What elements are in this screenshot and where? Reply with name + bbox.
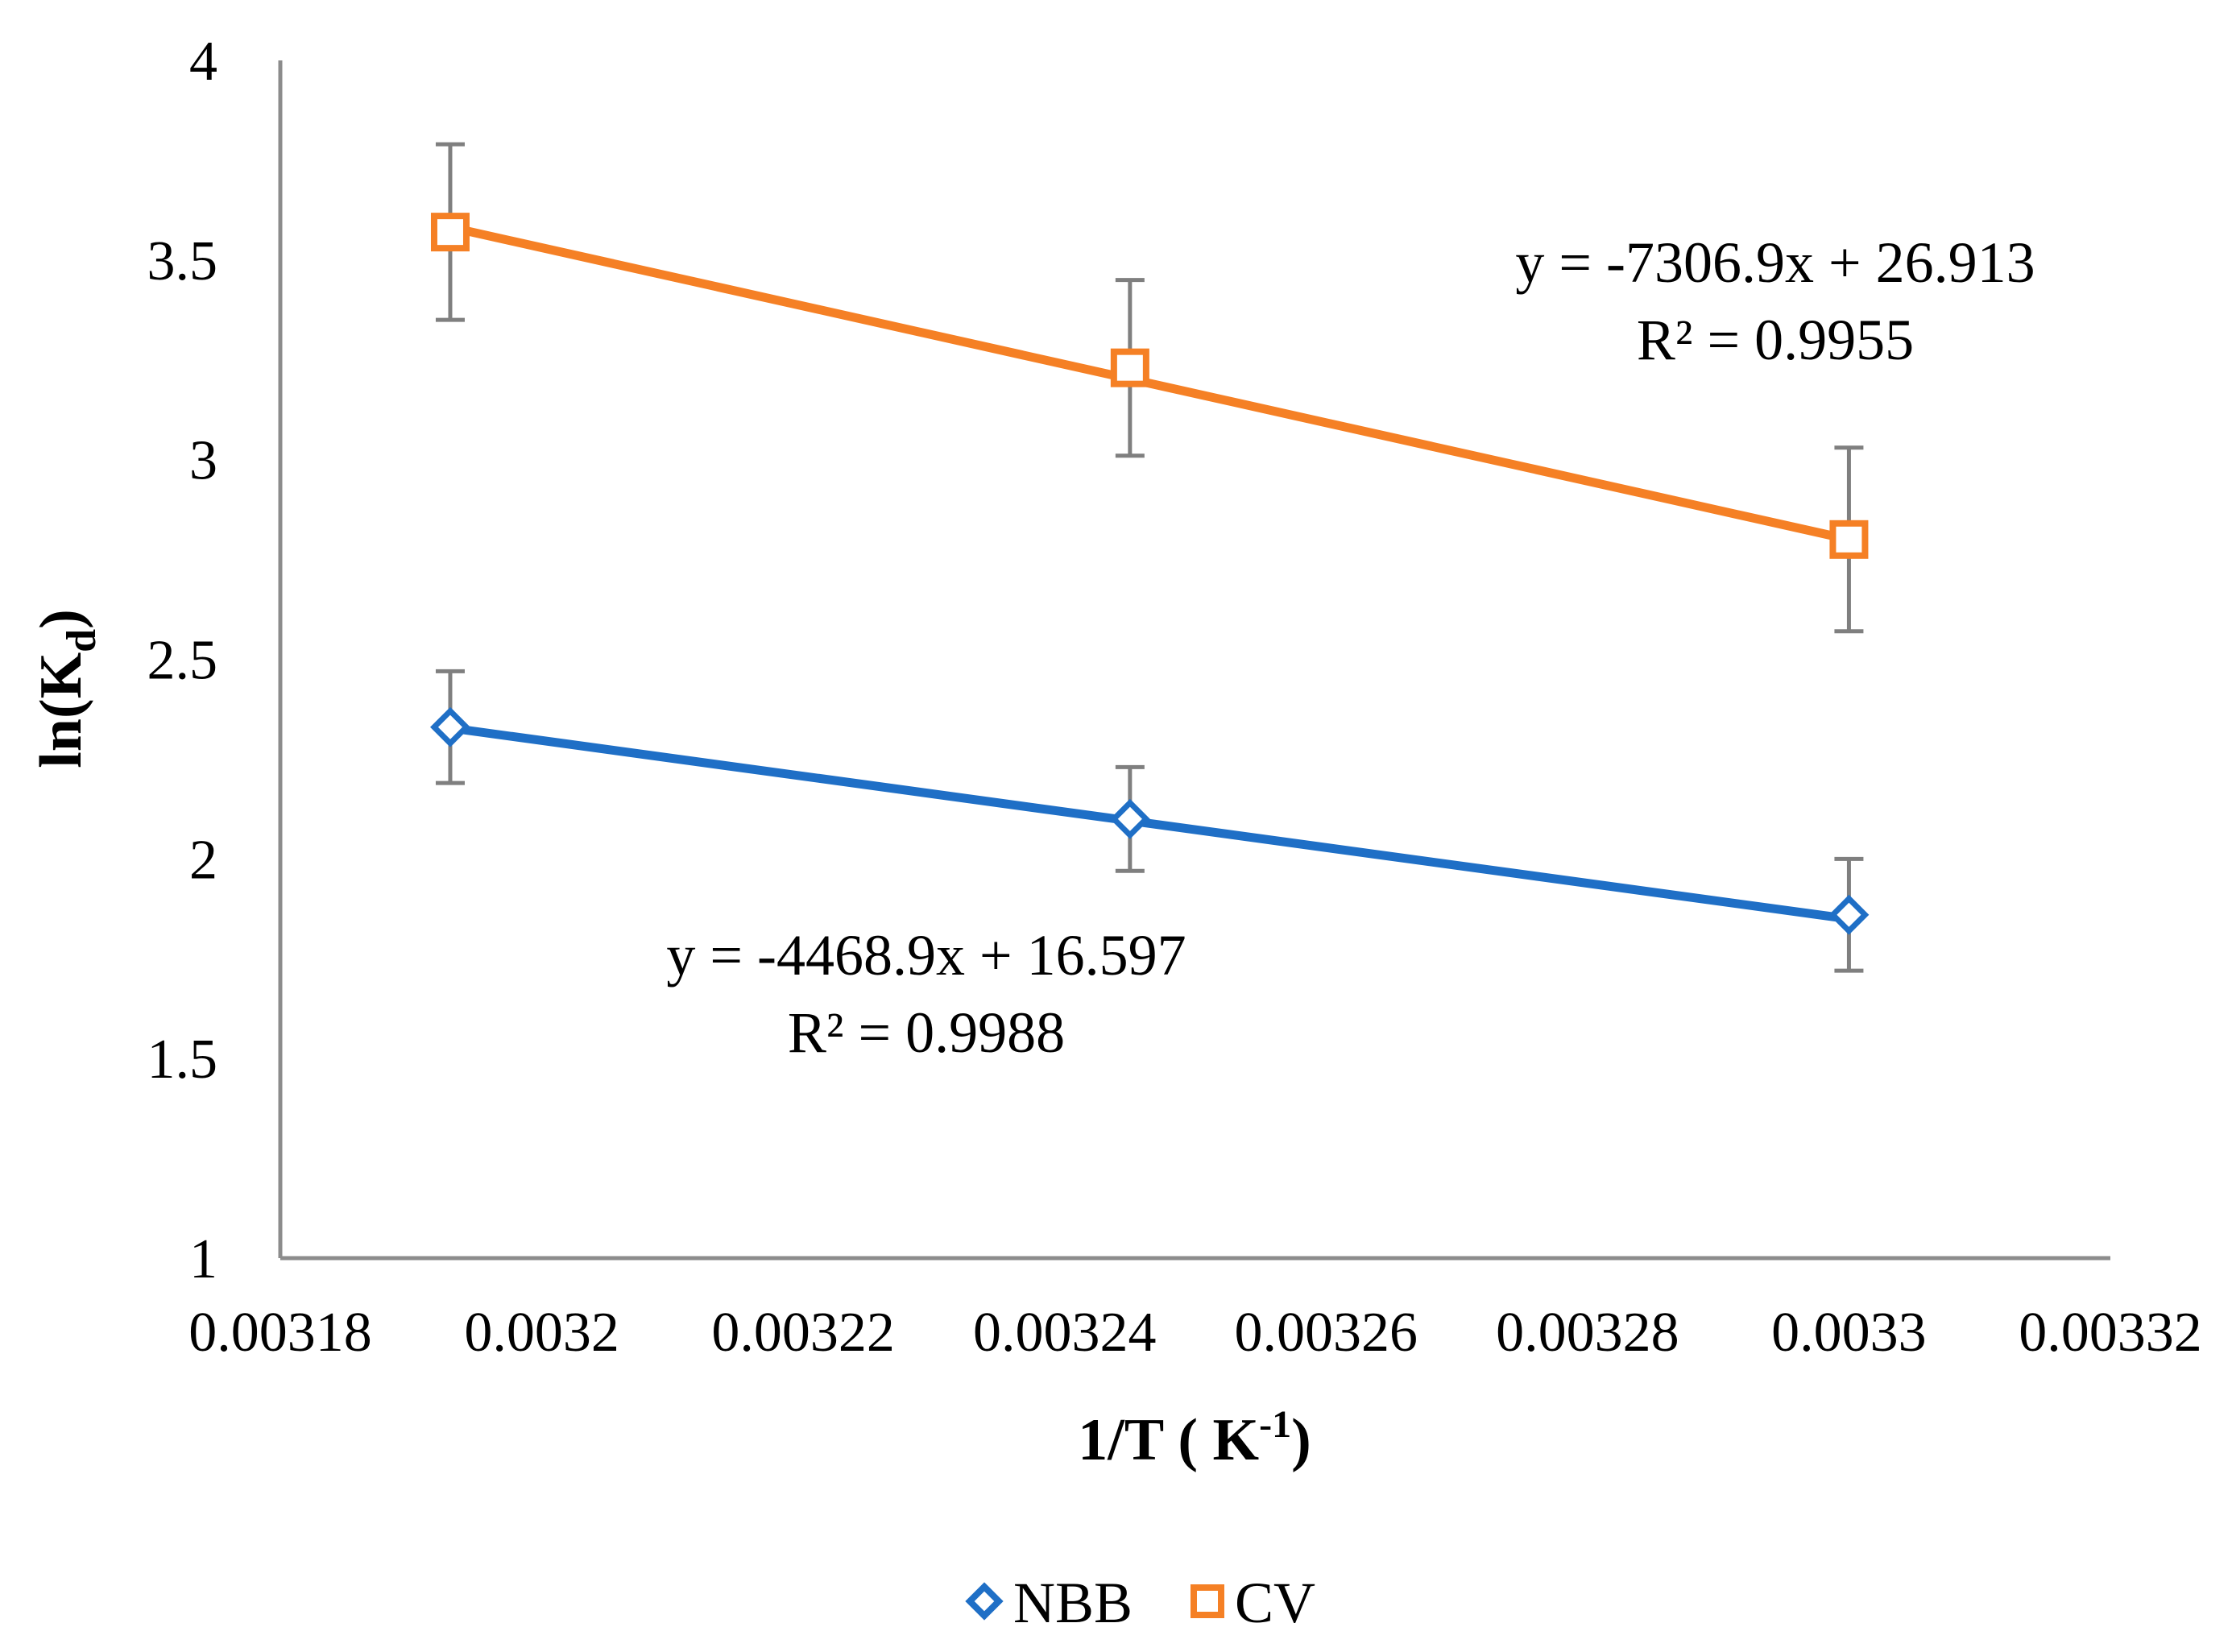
- x-tick-label: 0.00318: [188, 1302, 372, 1364]
- y-tick-label: 4: [189, 31, 217, 93]
- y-axis-title-main: ln(K: [28, 652, 94, 768]
- legend: NBB CV: [965, 1571, 1315, 1635]
- x-tick-label: 0.00322: [711, 1302, 895, 1364]
- nbb-data-point: [1828, 894, 1870, 935]
- nbb-data-point: [430, 706, 470, 747]
- nbb-trendline-r2: R² = 0.9988: [788, 1000, 1065, 1065]
- x-tick-label: 0.0032: [464, 1302, 619, 1364]
- cv-trendline: [445, 222, 1853, 544]
- nbb-trendline: [445, 723, 1853, 924]
- nbb-data-point: [1109, 798, 1150, 839]
- x-tick-label: 0.00328: [1496, 1302, 1679, 1364]
- trendline-equations: y = -7306.9x + 26.913 R² = 0.9955 y = -4…: [666, 230, 2035, 1065]
- x-axis-title-superscript: -1: [1259, 1403, 1291, 1446]
- y-tick-label: 2.5: [147, 630, 218, 692]
- legend-nbb-label: NBB: [1013, 1571, 1133, 1635]
- x-tick-label: 0.0033: [1771, 1302, 1927, 1364]
- cv-data-point: [1829, 520, 1869, 559]
- x-tick-label: 0.00326: [1235, 1302, 1418, 1364]
- y-axis-title: ln(Kd): [28, 609, 105, 768]
- y-axis-title-subscript: d: [59, 629, 105, 652]
- y-tick-label: 2: [189, 829, 217, 891]
- nbb-trendline-equation: y = -4468.9x + 16.597: [666, 923, 1186, 987]
- y-axis-title-close: ): [28, 609, 94, 629]
- cv-data-point: [430, 213, 470, 252]
- x-axis-title-main: 1/T ( K: [1078, 1407, 1259, 1473]
- x-tick-label: 0.00332: [2019, 1302, 2202, 1364]
- cv-trendline-r2: R² = 0.9955: [1637, 308, 1914, 372]
- cv-trendline-equation: y = -7306.9x + 26.913: [1515, 230, 2035, 295]
- x-tick-labels: 0.00318 0.0032 0.00322 0.00324 0.00326 0.0032…: [188, 1302, 2202, 1364]
- legend-nbb-marker: [965, 1582, 1004, 1621]
- x-axis-title: 1/T ( K-1): [1078, 1403, 1311, 1473]
- y-tick-label: 3: [189, 430, 217, 492]
- y-tick-label: 3.5: [147, 230, 218, 292]
- axes: [278, 60, 2110, 1261]
- trendlines: [445, 222, 1853, 924]
- legend-cv-marker: [1191, 1584, 1224, 1618]
- cv-data-point: [1110, 348, 1149, 387]
- y-tick-label: 1: [189, 1228, 217, 1290]
- x-axis-title-close: ): [1291, 1407, 1311, 1473]
- y-tick-labels: 1 1.5 2 2.5 3 3.5 4: [147, 31, 218, 1290]
- y-tick-label: 1.5: [147, 1029, 218, 1091]
- x-tick-label: 0.00324: [973, 1302, 1157, 1364]
- markers: [430, 213, 1870, 935]
- legend-cv-label: CV: [1235, 1571, 1315, 1635]
